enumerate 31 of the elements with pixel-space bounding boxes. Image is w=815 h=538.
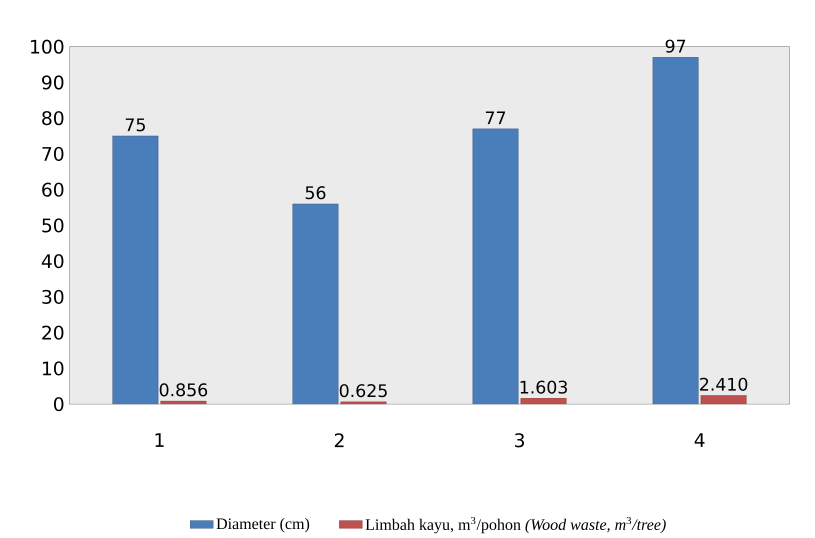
y-tick-label: 30 [42, 290, 64, 304]
bar [292, 204, 338, 404]
y-tick-label: 60 [42, 182, 64, 197]
bar [472, 128, 518, 404]
y-tick-label: 50 [42, 218, 64, 233]
x-tick-label: 2 [334, 433, 344, 448]
y-tick-label: 0 [54, 397, 64, 412]
y-tick-label: 10 [42, 362, 64, 376]
bar [652, 57, 699, 404]
data-label: 2.410 [700, 378, 748, 392]
legend-label: Limbah kayu, m$^{3}$/pohon (Wood waste, m$^{3}$/tree) [366, 517, 666, 534]
x-tick-label: 3 [515, 433, 524, 448]
y-tick-label: 80 [42, 111, 64, 126]
data-label: 75 [126, 118, 145, 132]
data-label: 97 [666, 40, 686, 53]
data-label: 0.856 [160, 384, 208, 397]
x-tick-label: 4 [694, 433, 705, 448]
data-label: 1.603 [520, 380, 567, 394]
y-tick-label: 100 [31, 40, 64, 54]
y-tick-label: 20 [42, 326, 64, 340]
data-label: 0.625 [340, 384, 387, 398]
bar [520, 398, 566, 404]
data-label: 77 [486, 112, 506, 124]
bar [700, 396, 747, 404]
y-tick-label: 70 [42, 147, 64, 162]
y-tick-label: 90 [42, 76, 64, 90]
x-tick-label: 1 [156, 433, 164, 448]
data-label: 56 [306, 186, 326, 200]
y-tick-label: 40 [42, 254, 64, 268]
legend-label: Diameter (cm) [216, 518, 310, 533]
bar [112, 136, 158, 404]
